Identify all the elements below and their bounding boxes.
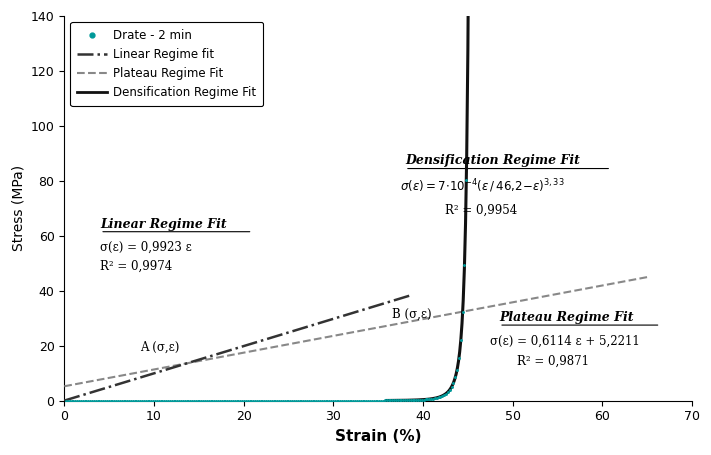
Text: A (σ,ε): A (σ,ε) — [141, 341, 180, 354]
Text: $\sigma(\varepsilon) = 7\!\cdot\!10^{-4}(\varepsilon\,/\,46{,}2\!-\!\varepsilon): $\sigma(\varepsilon) = 7\!\cdot\!10^{-4}… — [400, 177, 565, 195]
Densification Regime Fit — [397, 398, 405, 403]
Densification Regime Fit — [392, 398, 401, 403]
Linear Regime fit — [124, 379, 133, 384]
Plateau Regime Fit — [83, 379, 92, 384]
Text: R² = 0,9954: R² = 0,9954 — [445, 204, 518, 217]
Text: Densification Regime Fit: Densification Regime Fit — [405, 154, 580, 167]
Plateau Regime Fit — [593, 284, 602, 289]
Drate - 2 min — [64, 398, 73, 403]
Line: Linear Regime fit: Linear Regime fit — [64, 296, 410, 400]
Line: Plateau Regime Fit: Plateau Regime Fit — [64, 277, 647, 386]
X-axis label: Strain (%): Strain (%) — [335, 429, 422, 444]
Text: B (σ,ε): B (σ,ε) — [392, 308, 431, 321]
Densification Regime Fit — [383, 398, 391, 403]
Linear Regime fit — [405, 293, 414, 298]
Line: Drate - 2 min: Drate - 2 min — [65, 0, 621, 402]
Plateau Regime Fit — [643, 274, 651, 280]
Drate - 2 min — [401, 398, 410, 403]
Linear Regime fit — [81, 392, 90, 397]
Plateau Regime Fit — [95, 377, 104, 382]
Densification Regime Fit — [445, 388, 454, 393]
Densification Regime Fit — [426, 396, 434, 402]
Linear Regime fit — [74, 394, 82, 399]
Plateau Regime Fit — [614, 280, 622, 285]
Linear Regime fit — [60, 398, 68, 403]
Plateau Regime Fit — [60, 384, 68, 389]
Text: Plateau Regime Fit: Plateau Regime Fit — [499, 311, 634, 324]
Y-axis label: Stress (MPa): Stress (MPa) — [11, 165, 25, 252]
Drate - 2 min — [62, 398, 70, 403]
Line: Densification Regime Fit: Densification Regime Fit — [387, 0, 479, 400]
Drate - 2 min — [392, 398, 400, 403]
Linear Regime fit — [375, 302, 384, 308]
Text: Linear Regime Fit: Linear Regime Fit — [100, 217, 227, 231]
Text: σ(ε) = 0,6114 ε + 5,2211: σ(ε) = 0,6114 ε + 5,2211 — [490, 334, 640, 347]
Text: σ(ε) = 0,9923 ε: σ(ε) = 0,9923 ε — [100, 241, 192, 254]
Plateau Regime Fit — [169, 363, 177, 369]
Text: R² = 0,9871: R² = 0,9871 — [517, 355, 589, 368]
Text: R² = 0,9974: R² = 0,9974 — [100, 260, 172, 273]
Linear Regime fit — [152, 370, 161, 375]
Linear Regime fit — [387, 298, 396, 303]
Drate - 2 min — [390, 398, 398, 403]
Plateau Regime Fit — [215, 354, 224, 360]
Legend: Drate - 2 min, Linear Regime fit, Plateau Regime Fit, Densification Regime Fit: Drate - 2 min, Linear Regime fit, Platea… — [70, 22, 263, 106]
